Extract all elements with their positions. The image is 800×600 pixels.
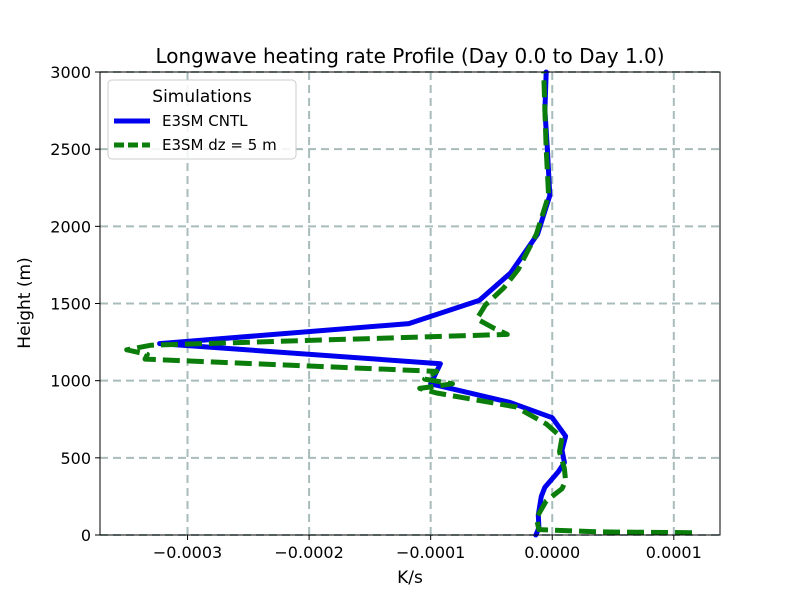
x-tick-label: −0.0002 bbox=[274, 543, 343, 562]
legend: Simulations E3SM CNTL E3SM dz = 5 m bbox=[107, 79, 297, 160]
series-line-e3sm-cntl bbox=[157, 69, 569, 538]
y-tick-label: 2500 bbox=[50, 140, 91, 159]
legend-label-e3sm-dz5: E3SM dz = 5 m bbox=[162, 136, 277, 154]
x-tick-label: 0.0000 bbox=[524, 543, 580, 562]
y-tick-label: 0 bbox=[81, 526, 91, 545]
chart-title: Longwave heating rate Profile (Day 0.0 t… bbox=[155, 44, 664, 68]
ticks: −0.0003 −0.0002 −0.0001 0.0000 0.0001 0 500 100… bbox=[50, 63, 702, 562]
x-tick-label: 0.0001 bbox=[646, 543, 702, 562]
legend-box bbox=[107, 79, 297, 160]
y-tick-label: 500 bbox=[60, 449, 91, 468]
y-tick-label: 1000 bbox=[50, 372, 91, 391]
y-tick-label: 1500 bbox=[50, 295, 91, 314]
series-layer bbox=[124, 69, 693, 538]
series-line-e3sm-dz5 bbox=[124, 71, 693, 536]
legend-title: Simulations bbox=[152, 87, 252, 107]
x-axis-label: K/s bbox=[397, 568, 423, 588]
legend-label-e3sm-cntl: E3SM CNTL bbox=[162, 112, 248, 130]
y-tick-label: 3000 bbox=[50, 63, 91, 82]
x-tick-label: −0.0001 bbox=[396, 543, 465, 562]
y-tick-label: 2000 bbox=[50, 217, 91, 236]
x-tick-label: −0.0003 bbox=[153, 543, 222, 562]
y-axis-label: Height (m) bbox=[15, 257, 35, 348]
